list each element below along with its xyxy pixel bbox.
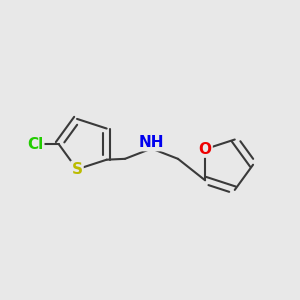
Text: O: O bbox=[199, 142, 212, 157]
Text: Cl: Cl bbox=[27, 136, 43, 152]
Text: NH: NH bbox=[139, 135, 164, 150]
Text: S: S bbox=[71, 162, 82, 177]
